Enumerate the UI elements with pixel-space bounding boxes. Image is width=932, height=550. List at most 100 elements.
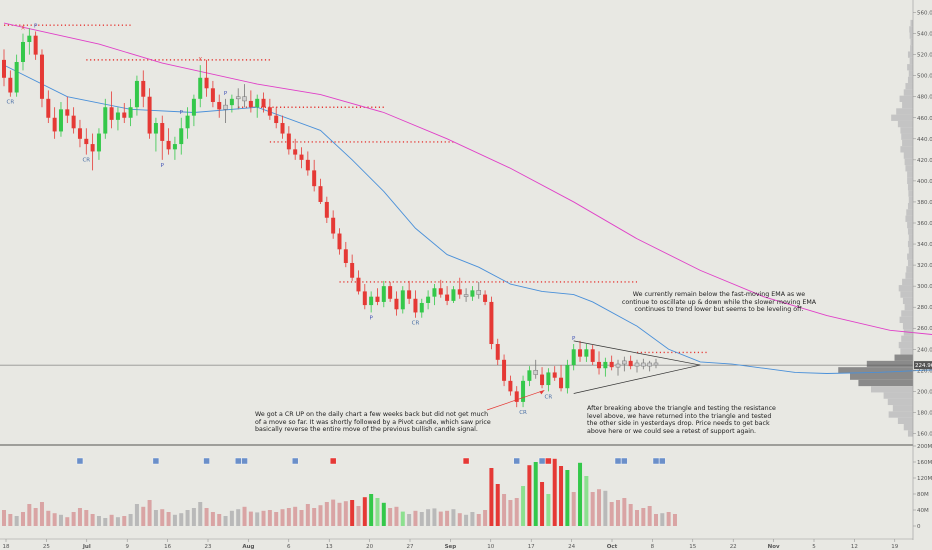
price-tick-label: 300.00: [917, 284, 932, 290]
time-tick-label: 16: [164, 544, 171, 550]
volume-bar: [565, 470, 570, 526]
volume-bar: [540, 482, 545, 526]
candle-body: [552, 372, 557, 378]
signal-flag: [652, 457, 660, 465]
volume-profile-bar: [907, 177, 913, 185]
candle-body: [286, 133, 291, 150]
signal-x-label: X: [21, 26, 25, 32]
time-tick-label: Sep: [445, 544, 457, 550]
annotation-arrow: [486, 389, 545, 411]
volume-bar: [128, 514, 133, 526]
volume-bar: [502, 494, 507, 526]
volume-profile-bar: [908, 234, 913, 241]
volume-bar: [635, 510, 639, 526]
price-tick-label: 180.00: [917, 410, 932, 416]
volume-bar: [622, 498, 627, 526]
time-tick-label: 12: [851, 544, 858, 550]
candle-body: [641, 362, 646, 367]
candle-body: [590, 349, 595, 362]
volume-bar: [666, 512, 671, 526]
candles[interactable]: [2, 28, 659, 408]
volume-bar: [419, 512, 424, 526]
price-tick-label: 400.00: [917, 179, 932, 185]
volume-profile-bar: [902, 101, 913, 109]
candle-body: [597, 361, 602, 369]
volume-profile-bar: [900, 146, 913, 153]
ema-slow-line: [3, 22, 932, 335]
signal-flag: [538, 457, 546, 465]
time-tick-label: 10: [487, 544, 494, 550]
candle-body: [514, 391, 519, 402]
candle-body: [299, 154, 304, 160]
candle-body: [400, 290, 405, 310]
candle-body: [20, 41, 25, 62]
volume-bar: [552, 458, 557, 526]
time-tick-label: 23: [205, 544, 212, 550]
volume-profile-bar: [908, 196, 913, 204]
candle-body: [508, 380, 513, 392]
time-tick-label: 13: [326, 544, 333, 550]
candle-body: [559, 377, 564, 389]
volume-bar: [153, 510, 158, 526]
signal-label: CR: [519, 410, 527, 416]
volume-bar: [2, 510, 6, 526]
time-tick-label: 22: [730, 544, 737, 550]
volume-tick-label: 200M: [917, 444, 932, 450]
candle-body: [46, 98, 51, 118]
volume-profile-bar: [866, 360, 913, 368]
candle-body: [318, 186, 323, 202]
candle-body: [14, 61, 19, 93]
signal-flag: [152, 457, 160, 465]
volume-bar: [248, 511, 253, 526]
candle-body: [229, 98, 234, 106]
candle-body: [356, 277, 361, 292]
candle-body: [128, 107, 133, 118]
candle-body: [293, 149, 298, 155]
candle-body: [65, 109, 70, 116]
volume-bar: [280, 509, 285, 526]
signal-flag: [235, 457, 242, 465]
price-tick-label: 340.00: [917, 242, 932, 248]
volume-bar: [546, 494, 551, 526]
candle-body: [609, 361, 614, 368]
candle-body: [58, 109, 63, 132]
volume-profile-bar: [899, 95, 913, 102]
signal-label: P: [180, 110, 184, 116]
volume-bar: [660, 513, 665, 526]
volume-profile-bar: [910, 45, 913, 52]
volume-profile-bar: [902, 322, 913, 330]
volume-profile-bar: [838, 367, 913, 374]
candle-body: [337, 233, 342, 250]
volume-profile-bar: [904, 158, 913, 166]
candle-body: [483, 294, 488, 302]
volume-profile-bar: [900, 348, 913, 355]
volume-profile-bar: [897, 120, 913, 128]
volume-bar: [109, 514, 114, 526]
volume-bar: [381, 502, 386, 526]
candle-body: [394, 298, 399, 310]
candle-body: [495, 344, 500, 360]
volume-bar: [147, 500, 152, 526]
candle-body: [375, 296, 380, 302]
candle-body: [634, 362, 640, 367]
candle-body: [584, 349, 589, 357]
volume-bar: [286, 508, 291, 526]
candle-body: [470, 290, 475, 297]
candle-body: [502, 359, 507, 381]
candle-body: [407, 290, 412, 299]
price-tick-label: 420.00: [917, 158, 932, 164]
volume-profile-bar: [902, 278, 913, 286]
candle-body: [603, 361, 608, 369]
volume-profile-bar: [909, 32, 913, 39]
triangle-lower-line: [573, 364, 701, 394]
signal-flag: [76, 457, 84, 465]
candle-body: [141, 80, 146, 97]
volume-bar: [514, 498, 519, 526]
candle-body: [267, 107, 272, 116]
candle-body: [210, 88, 215, 102]
signal-x-label: X: [198, 57, 202, 63]
volume-bar: [331, 499, 336, 526]
volume-profile-bar: [908, 70, 913, 77]
candle-body: [90, 144, 95, 152]
